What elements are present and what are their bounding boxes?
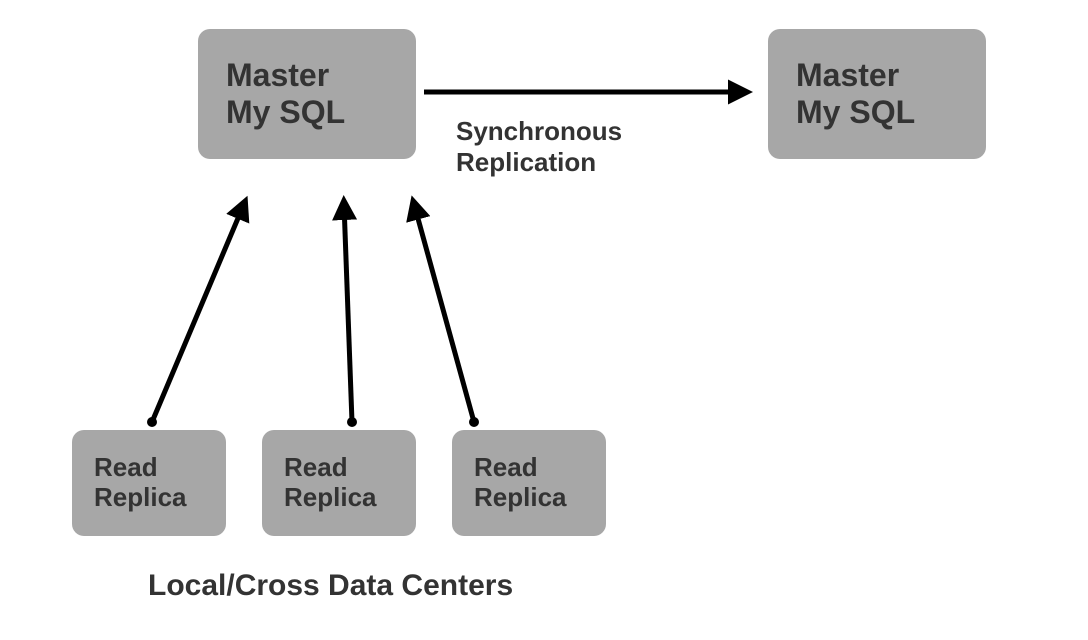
node-label-line2: Replica (474, 483, 567, 513)
edge-label-line2: Replication (456, 147, 622, 178)
read-replica-node-1: Read Replica (72, 430, 226, 536)
node-label-line2: Replica (284, 483, 377, 513)
node-label-line2: My SQL (796, 94, 915, 131)
read-replica-node-3: Read Replica (452, 430, 606, 536)
node-label-line1: Read (94, 453, 158, 483)
master-mysql-node-1: Master My SQL (198, 29, 416, 159)
diagram-caption: Local/Cross Data Centers (148, 569, 513, 603)
node-label-line2: Replica (94, 483, 187, 513)
master-mysql-node-2: Master My SQL (768, 29, 986, 159)
node-label-line1: Read (474, 453, 538, 483)
node-label-line1: Master (796, 57, 899, 94)
replication-edge-label: Synchronous Replication (456, 116, 622, 178)
node-label-line1: Read (284, 453, 348, 483)
node-label-line2: My SQL (226, 94, 345, 131)
node-label-line1: Master (226, 57, 329, 94)
read-replica-node-2: Read Replica (262, 430, 416, 536)
edge-label-line1: Synchronous (456, 116, 622, 147)
